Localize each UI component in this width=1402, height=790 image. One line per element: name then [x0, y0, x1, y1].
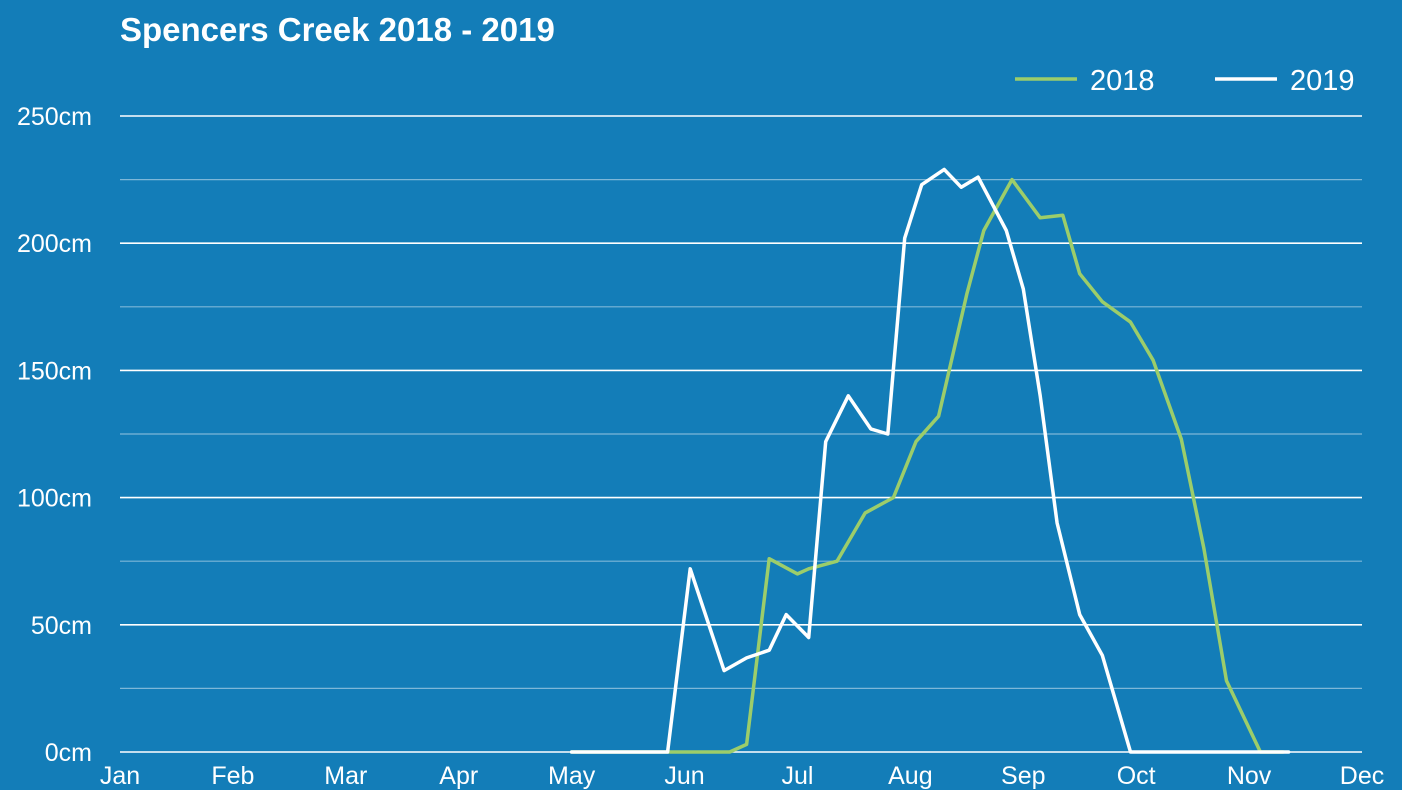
x-tick-label: Nov: [1227, 762, 1272, 790]
y-tick-label: 150cm: [17, 357, 92, 385]
y-tick-label: 50cm: [31, 612, 92, 640]
x-tick-label: Mar: [324, 762, 367, 790]
y-tick-label: 200cm: [17, 230, 92, 258]
series-line-2018: [569, 177, 1285, 754]
x-tick-label: May: [548, 762, 596, 790]
x-tick-label: Feb: [211, 762, 254, 790]
x-tick-label: Aug: [888, 762, 932, 790]
x-tick-label: Oct: [1117, 762, 1156, 790]
legend-label: 2019: [1290, 65, 1355, 97]
x-tick-label: Jan: [100, 762, 140, 790]
legend-label: 2018: [1090, 65, 1155, 97]
x-tick-label: Jul: [781, 762, 813, 790]
x-tick-label: Sep: [1001, 762, 1045, 790]
x-tick-label: Dec: [1340, 762, 1384, 790]
x-tick-label: Jun: [664, 762, 704, 790]
y-tick-label: 250cm: [17, 103, 92, 131]
y-tick-label: 100cm: [17, 485, 92, 513]
series-line-2019: [569, 167, 1291, 754]
y-tick-label: 0cm: [45, 739, 92, 767]
x-tick-label: Apr: [439, 762, 478, 790]
chart-title: Spencers Creek 2018 - 2019: [120, 11, 555, 48]
